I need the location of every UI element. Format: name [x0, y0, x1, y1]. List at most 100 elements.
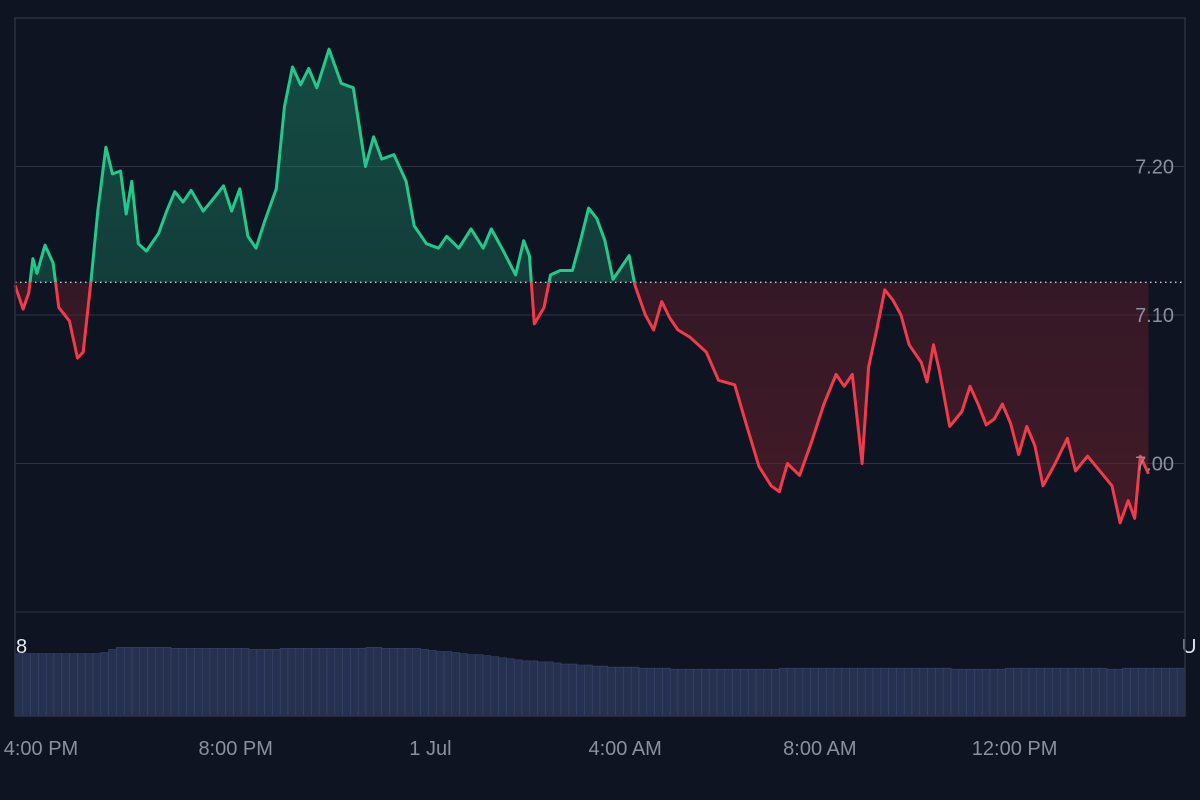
- volume-bar: [287, 648, 297, 717]
- volume-bar: [1106, 668, 1116, 717]
- volume-bar: [771, 668, 780, 717]
- volume-bar: [755, 668, 765, 717]
- volume-bar: [942, 667, 952, 717]
- volume-bar: [880, 667, 889, 717]
- volume-bar: [443, 651, 453, 717]
- series-line-above: [28, 47, 636, 283]
- volume-bar: [716, 668, 726, 717]
- volume-bar: [264, 649, 273, 717]
- volume-bar: [381, 648, 390, 717]
- volume-bar: [849, 667, 858, 717]
- volume-bar: [740, 668, 749, 717]
- volume-bar: [303, 648, 312, 717]
- volume-bar: [506, 658, 515, 717]
- volume-bar: [396, 648, 406, 717]
- volume-bar: [14, 653, 24, 717]
- volume-bar: [1059, 667, 1069, 717]
- volume-bar: [1036, 667, 1045, 717]
- volume-bar: [435, 651, 445, 717]
- volume-bar: [537, 661, 546, 717]
- volume-bar: [615, 666, 624, 717]
- volume-bar: [560, 663, 570, 717]
- volume-bar: [896, 667, 905, 717]
- x-tick-label: 4:00 AM: [588, 738, 661, 760]
- volume-bar: [61, 653, 70, 717]
- volume-bar: [919, 667, 928, 717]
- volume-bar: [1091, 667, 1100, 717]
- volume-bar: [903, 667, 913, 717]
- volume-bar: [997, 668, 1006, 717]
- volume-bar: [451, 652, 460, 717]
- volume-bar: [186, 648, 195, 717]
- x-tick-label: 4:00 PM: [4, 738, 78, 760]
- volume-bar: [318, 648, 328, 717]
- volume-bar: [888, 667, 897, 717]
- volume-bar: [170, 648, 180, 717]
- x-axis-labels: 4:00 PM 8:00 PM 1 Jul 4:00 AM 8:00 AM 12:00 P…: [4, 738, 1058, 760]
- series-line-below: [13, 282, 1150, 525]
- volume-bar: [958, 668, 967, 717]
- volume-bar: [950, 668, 960, 717]
- volume-bar: [100, 652, 109, 717]
- volume-bar: [209, 648, 219, 717]
- volume-bar: [217, 648, 226, 717]
- volume-bars: [14, 647, 1186, 717]
- volume-bar: [927, 667, 936, 717]
- volume-bar: [989, 668, 999, 717]
- y-tick-label: 7.20: [1135, 157, 1174, 179]
- edge-label-left: 8: [16, 636, 27, 658]
- volume-bar: [794, 667, 804, 717]
- volume-bar: [802, 667, 811, 717]
- volume-bar: [389, 648, 398, 717]
- volume-bar: [1075, 667, 1084, 717]
- volume-bar: [935, 667, 944, 717]
- x-tick-label: 8:00 PM: [198, 738, 272, 760]
- volume-bar: [53, 653, 63, 717]
- volume-bar: [108, 649, 117, 717]
- volume-bar: [350, 648, 359, 717]
- volume-bar: [669, 668, 679, 717]
- volume-bar: [1114, 668, 1123, 717]
- volume-bar: [701, 668, 710, 717]
- volume-bar: [1052, 667, 1061, 717]
- volume-bar: [810, 667, 819, 717]
- volume-bar: [248, 649, 258, 717]
- area-fill-below: [15, 282, 1149, 523]
- volume-bar: [654, 667, 663, 717]
- edge-label-right: U: [1182, 636, 1196, 658]
- volume-bar: [256, 649, 265, 717]
- volume-bar: [1020, 667, 1030, 717]
- x-tick-label: 12:00 PM: [972, 738, 1058, 760]
- volume-bar: [763, 668, 772, 717]
- volume-bar: [279, 648, 289, 717]
- volume-bar: [513, 659, 523, 717]
- y-tick-label: 7.10: [1135, 305, 1174, 327]
- volume-bar: [584, 664, 593, 717]
- volume-bar: [498, 657, 507, 717]
- volume-bar: [373, 647, 382, 717]
- volume-bar: [981, 668, 991, 717]
- volume-bar: [162, 647, 172, 717]
- volume-bar: [693, 668, 702, 717]
- volume-bar: [825, 667, 835, 717]
- volume-bar: [1130, 667, 1139, 717]
- volume-bar: [864, 667, 874, 717]
- volume-bar: [872, 667, 882, 717]
- volume-bar: [69, 653, 78, 717]
- volume-bar: [412, 648, 421, 717]
- volume-bar: [194, 648, 203, 717]
- volume-bar: [607, 666, 616, 717]
- volume-bar: [779, 667, 788, 717]
- volume-bar: [638, 667, 648, 717]
- volume-bar: [201, 648, 211, 717]
- volume-bar: [833, 667, 843, 717]
- volume-bar: [295, 648, 304, 717]
- volume-bar: [724, 668, 733, 717]
- price-line: [13, 47, 1150, 525]
- volume-bar: [1098, 667, 1108, 717]
- volume-bar: [966, 668, 975, 717]
- volume-bar: [529, 660, 538, 717]
- volume-bar: [365, 647, 375, 717]
- volume-bar: [342, 648, 351, 717]
